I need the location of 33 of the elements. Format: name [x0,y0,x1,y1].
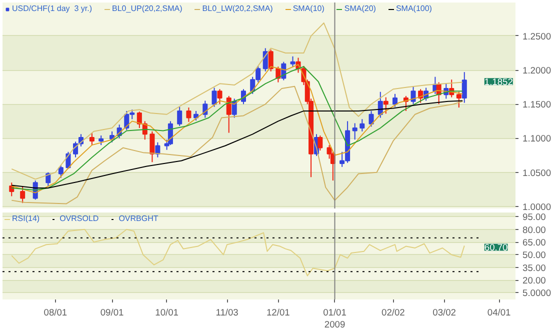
legend-label: RSI(14) [12,214,40,223]
legend-label: BL0_LW(20,2,SMA) [202,4,273,13]
y-tick-label: 1.1000 [522,134,552,144]
x-tick-label: 02/02 [382,308,405,318]
y-tick-label: 50.00 [522,250,546,260]
y-tick-label: 95.00 [522,212,546,222]
x-tick-label: 01/01 2009 [323,308,346,330]
annotation: 60.70 [484,242,508,253]
legend-label: OVRSOLD [60,214,99,223]
y-tick-label: 1.0000 [522,202,552,212]
y-tick-label: 1.2000 [522,66,552,76]
y-tick-label: 5.0000 [522,288,552,298]
legend-label: SMA(100) [396,4,432,13]
x-tick-label: 04/01 [487,308,511,318]
x-tick-label: 10/01 [155,308,178,318]
x-tick-label: 08/01 [44,308,68,318]
x-tick-label: 12/01 [266,308,290,318]
x-tick-label: 11/03 [216,308,238,318]
y-tick-label: 1.2500 [522,31,552,42]
y-tick-label: 65.00 [522,238,546,248]
annotation: 1.1852 [484,77,513,88]
y-tick-label: 20.00 [522,276,546,286]
y-tick-label: 35.00 [522,262,546,273]
legend-label: SMA(20) [344,4,376,13]
y-tick-label: 1.1500 [522,100,552,110]
legend-label: OVRBGHT [118,214,158,223]
legend-label: BL0_UP(20,2,SMA) [112,4,182,13]
legend-label: USD/CHF(1 day 3 yr.) [12,4,92,13]
x-tick-label: 03/02 [432,308,456,318]
y-tick-label: 1.0500 [522,168,552,178]
y-tick-label: 80.00 [522,224,546,235]
x-tick-label: 09/01 [100,308,124,318]
legend-label: SMA(10) [292,4,324,13]
